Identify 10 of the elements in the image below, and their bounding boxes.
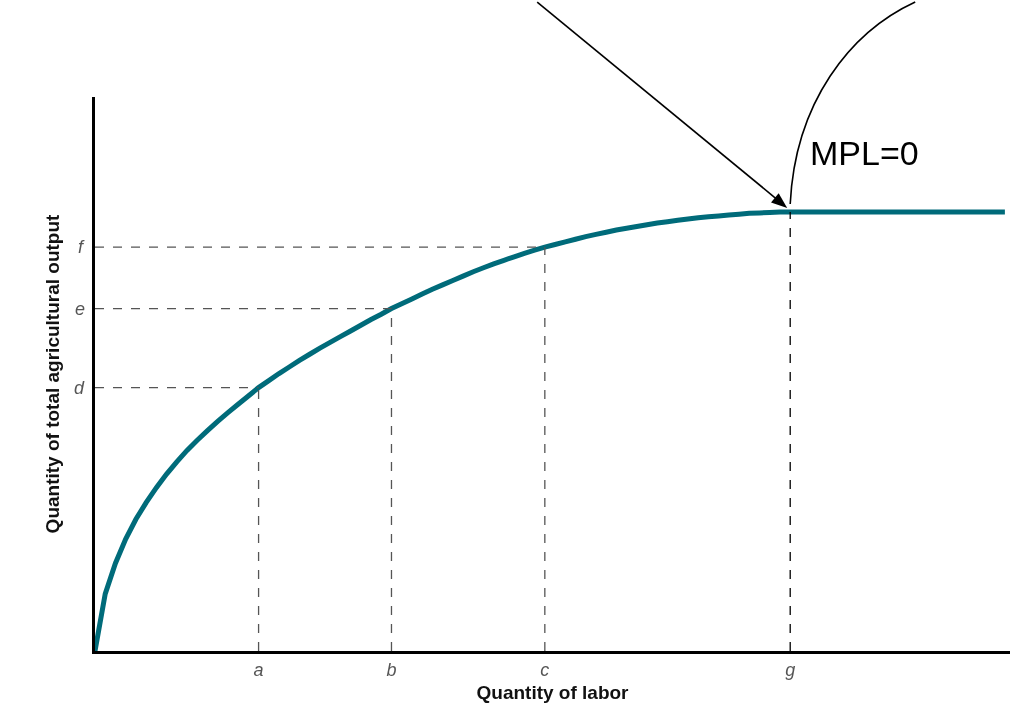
x-tick-label: g	[785, 659, 796, 680]
annotation: MPL=0	[810, 134, 919, 172]
ref-line-label: f	[78, 237, 85, 257]
ref-line-label: e	[75, 299, 86, 319]
x-tick-label: c	[540, 659, 550, 680]
x-tick-label: b	[386, 659, 397, 680]
ref-line-label: d	[74, 378, 85, 398]
x-axis-title: Quantity of labor	[476, 682, 630, 704]
y-axis-title: Quantity of total agricultural output	[41, 213, 63, 534]
x-tick-label: a	[253, 659, 264, 680]
